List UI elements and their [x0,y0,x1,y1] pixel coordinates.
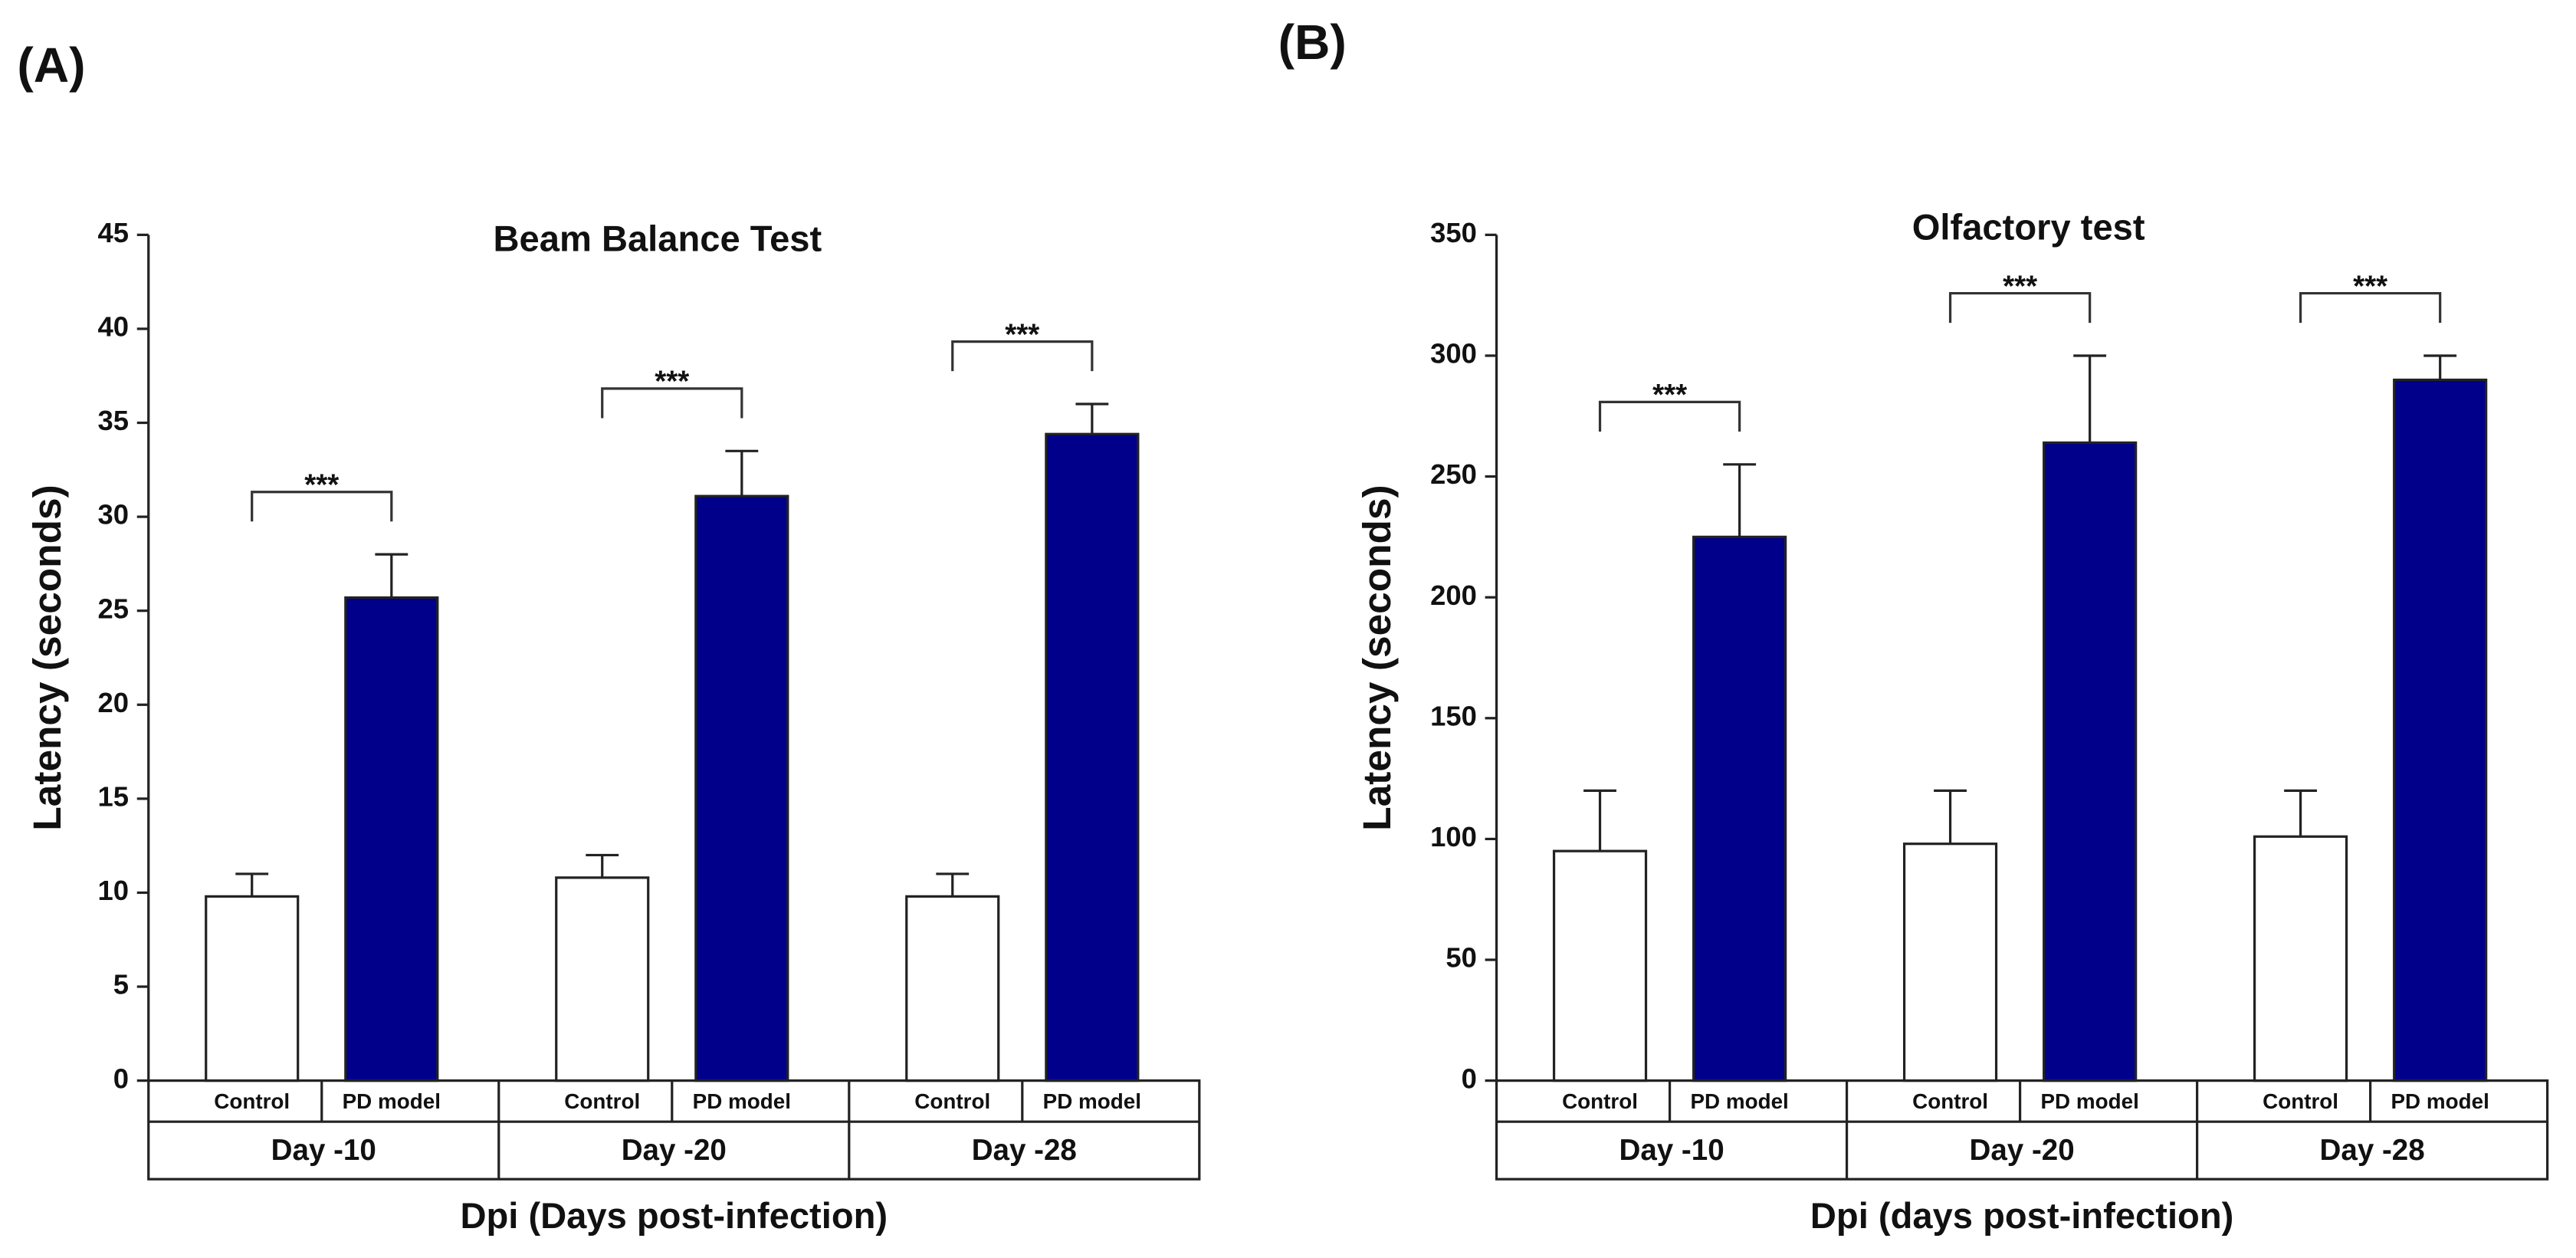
significance-bracket [601,387,743,419]
y-tick-label: 300 [1430,338,1477,370]
y-tick-label: 40 [98,311,129,343]
bar [2043,441,2138,1082]
significance-bracket [1948,291,2092,324]
series-label: Control [564,1089,640,1113]
y-tick-label: 100 [1430,821,1477,852]
series-label: Control [914,1089,990,1113]
significance-bracket [1598,400,1741,432]
bar [555,876,650,1082]
significance-bracket [951,340,1094,372]
series-label: PD model [693,1089,791,1113]
y-tick-label: 50 [1446,942,1477,974]
category-label: Day -10 [271,1134,376,1167]
panel-label: (B) [1278,15,1347,70]
bar [344,596,439,1082]
y-tick-label: 5 [113,969,129,1000]
chart-title: Olfactory test [1912,206,2145,247]
category-label: Day -10 [1619,1134,1724,1167]
chart-title: Beam Balance Test [494,218,822,258]
y-tick-label: 0 [113,1063,129,1094]
significance-label: *** [2003,270,2037,303]
significance-bracket [251,491,393,522]
series-label: Control [214,1089,290,1113]
category-label: Day -20 [622,1134,727,1167]
y-tick-label: 350 [1430,217,1477,248]
y-tick-label: 30 [98,499,129,530]
series-label: PD model [343,1089,441,1113]
series-label: PD model [1043,1089,1141,1113]
y-tick-label: 45 [98,217,129,248]
series-label: PD model [2391,1089,2489,1113]
significance-label: *** [304,468,339,501]
bar [2253,835,2348,1082]
bar [1552,849,1648,1082]
bar [1045,432,1140,1082]
significance-label: *** [2353,270,2387,303]
y-tick-label: 10 [98,875,129,906]
y-tick-label: 15 [98,780,129,812]
series-label: Control [2263,1089,2338,1113]
category-label: Day -28 [972,1134,1077,1167]
category-label: Day -28 [2320,1134,2425,1167]
series-label: PD model [2040,1089,2138,1113]
bar [1902,842,1998,1082]
y-axis-label: Latency (seconds) [1354,484,1399,830]
category-label: Day -20 [1970,1134,2075,1167]
y-tick-label: 0 [1462,1063,1477,1094]
significance-label: *** [1652,379,1687,412]
y-tick-label: 200 [1430,580,1477,611]
bar [905,895,1000,1082]
bar [2393,378,2488,1082]
x-axis-label: Dpi (Days post-infection) [460,1195,888,1236]
bar [205,895,300,1082]
bar [1692,535,1787,1082]
category-table [147,1079,1201,1181]
significance-label: *** [655,366,689,399]
y-axis-label: Latency (seconds) [25,484,69,830]
significance-bracket [2299,291,2442,324]
panel-label: (A) [17,38,85,93]
y-tick-label: 25 [98,593,129,624]
significance-label: *** [1005,318,1039,351]
series-label: Control [1912,1089,1988,1113]
series-label: Control [1562,1089,1638,1113]
y-tick-label: 20 [98,687,129,718]
y-tick-label: 150 [1430,700,1477,731]
category-table [1495,1079,2549,1181]
y-tick-label: 250 [1430,458,1477,490]
bar [694,494,789,1082]
x-axis-label: Dpi (days post-infection) [1810,1195,2233,1236]
series-label: PD model [1690,1089,1788,1113]
y-tick-label: 35 [98,405,129,436]
